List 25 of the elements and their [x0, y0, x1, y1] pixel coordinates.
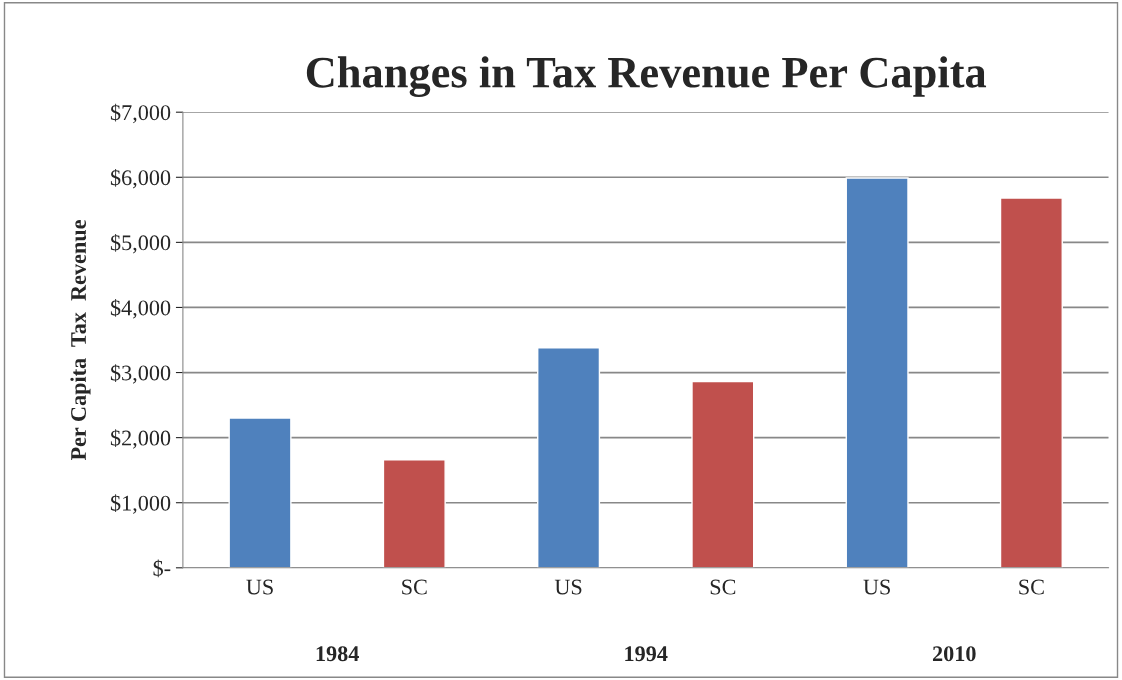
y-tick-label: $7,000	[110, 103, 171, 124]
text: 2010	[932, 646, 976, 662]
x-tick-label: US	[554, 579, 582, 595]
bar	[845, 177, 909, 568]
bar	[382, 459, 446, 568]
y-tick-label: $1,000	[110, 494, 171, 514]
y-tick-label: $4,000	[110, 299, 171, 319]
y-tick-label: $-	[153, 559, 171, 578]
bar	[537, 347, 601, 568]
y-tick-label: $6,000	[110, 168, 171, 189]
y-tick-label: $5,000	[110, 233, 171, 254]
x-tick-label: US	[246, 579, 273, 595]
bar	[999, 197, 1063, 568]
y-tick-label: $3,000	[110, 364, 171, 384]
x-tick-label: SC	[710, 579, 736, 595]
text: 1984	[316, 646, 359, 662]
x-tick-label: SC	[402, 579, 427, 595]
x-tick-label: SC	[1019, 579, 1044, 595]
bar	[691, 380, 755, 568]
text: 1994	[625, 646, 668, 662]
y-axis-title: Per Capita Tax Revenue	[70, 220, 91, 461]
y-tick-label: $2,000	[110, 429, 171, 449]
bar	[228, 417, 292, 568]
chart-title: Changes in Tax Revenue Per Capita	[306, 56, 987, 98]
x-tick-label: US	[863, 579, 890, 595]
